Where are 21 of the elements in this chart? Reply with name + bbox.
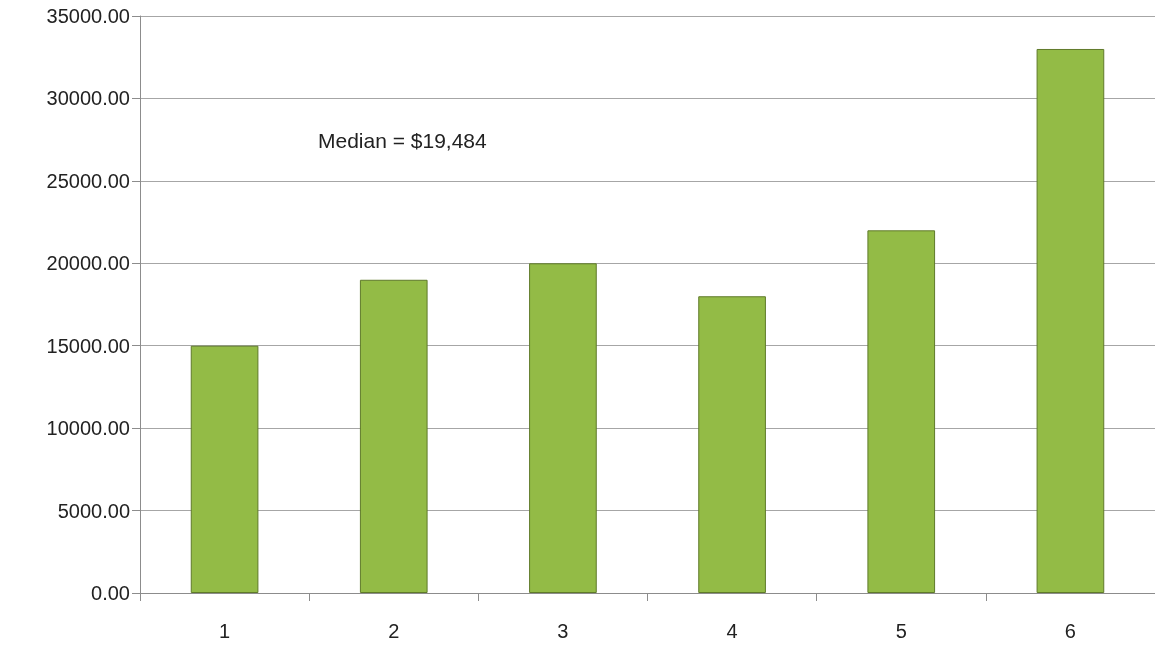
y-tick-label: 20000.00 [46, 252, 130, 275]
x-tick-label: 3 [557, 620, 569, 642]
bar [359, 279, 428, 593]
y-tick-label: 5000.00 [57, 499, 130, 522]
x-tick-label: 2 [388, 620, 400, 642]
bar [698, 296, 766, 593]
x-tick-label: 1 [219, 620, 231, 642]
x-tick-label: 4 [726, 620, 738, 642]
bar [190, 345, 259, 593]
bar [867, 230, 936, 593]
bar [529, 263, 597, 593]
y-tick-label: 30000.00 [46, 87, 130, 110]
annotation: Median = $19,484 [318, 129, 488, 152]
y-tick-label: 25000.00 [46, 169, 130, 192]
y-tick-label: 35000.00 [46, 5, 130, 27]
x-tick-label: 5 [895, 620, 907, 642]
bar [1036, 48, 1105, 593]
y-tick-label: 0.00 [91, 582, 130, 604]
x-tick-label: 6 [1064, 620, 1076, 642]
y-tick-label: 10000.00 [46, 417, 130, 440]
y-tick-label: 15000.00 [46, 334, 130, 357]
